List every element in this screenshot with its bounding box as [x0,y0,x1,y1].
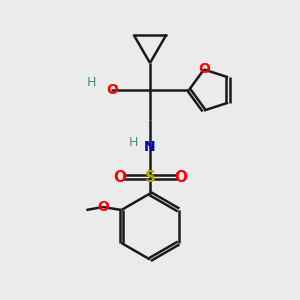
Text: O: O [106,83,119,97]
Text: S: S [145,169,155,184]
Text: N: N [144,140,156,154]
Text: O: O [174,169,187,184]
Text: H: H [129,136,138,149]
Text: O: O [97,200,109,214]
Text: H: H [87,76,96,89]
Text: O: O [198,62,210,76]
Text: O: O [113,169,126,184]
